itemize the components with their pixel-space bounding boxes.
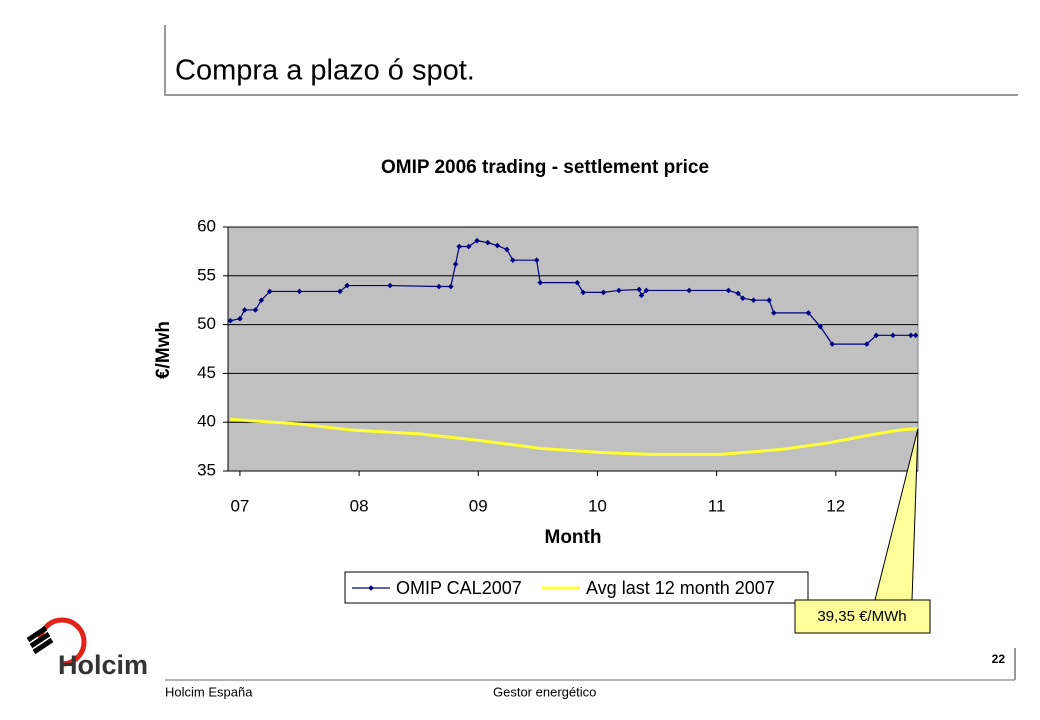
data-point — [873, 332, 880, 339]
data-point — [494, 242, 501, 249]
data-point — [237, 315, 243, 322]
data-point — [266, 288, 273, 295]
data-point — [337, 288, 343, 295]
data-point — [912, 332, 919, 339]
data-point — [735, 290, 741, 297]
y-tick-label: 55 — [197, 265, 216, 284]
data-point — [484, 239, 491, 246]
x-tick-label: 09 — [469, 496, 488, 515]
data-point — [890, 332, 896, 339]
data-point — [227, 317, 234, 324]
page-number: 22 — [992, 652, 1006, 666]
data-point — [643, 287, 650, 294]
data-point — [452, 261, 459, 267]
data-point — [638, 292, 645, 299]
legend-label: Avg last 12 month 2007 — [586, 578, 775, 598]
data-point — [510, 257, 516, 263]
x-axis-title: Month — [545, 527, 602, 548]
chart-title: OMIP 2006 trading - settlement price — [381, 157, 709, 178]
y-tick-label: 60 — [197, 216, 216, 235]
data-point — [533, 257, 540, 263]
logo: Holcim — [26, 617, 148, 680]
data-point — [456, 243, 462, 250]
data-point — [600, 289, 607, 296]
data-point — [686, 287, 692, 294]
data-point — [241, 307, 248, 313]
data-point — [725, 287, 732, 294]
data-point — [766, 297, 772, 303]
data-point — [580, 289, 586, 296]
data-point — [636, 286, 642, 293]
data-point — [465, 243, 472, 250]
callout-box — [794, 599, 931, 634]
series-line — [230, 417, 919, 456]
legend-marker — [368, 585, 374, 591]
logo-text: Holcim — [58, 650, 148, 680]
legend-label: OMIP CAL2007 — [396, 578, 522, 598]
data-point — [258, 297, 265, 303]
y-tick-label: 50 — [197, 314, 216, 333]
data-point — [863, 341, 870, 347]
data-point — [436, 283, 442, 290]
legend — [344, 571, 809, 604]
data-point — [750, 297, 757, 303]
x-tick-label: 08 — [350, 496, 369, 515]
data-point — [448, 283, 454, 290]
x-tick-label: 11 — [708, 496, 726, 515]
x-tick-label: 10 — [588, 496, 607, 515]
data-point — [474, 237, 480, 244]
footer-left: Holcim España — [165, 684, 253, 699]
data-point — [252, 307, 259, 313]
data-point — [740, 295, 746, 302]
data-point — [616, 287, 622, 294]
data-point — [771, 310, 777, 316]
callout-label: 39,35 €/MWh — [817, 608, 906, 625]
data-point — [829, 341, 835, 347]
data-point — [387, 282, 393, 289]
slide-title: Compra a plazo ó spot. — [175, 55, 475, 87]
x-tick-label: 12 — [826, 496, 845, 515]
footer-center: Gestor energético — [493, 684, 596, 699]
logo-h — [26, 625, 54, 655]
data-point — [344, 282, 350, 289]
x-tick-label: 07 — [230, 496, 249, 515]
data-point — [537, 279, 544, 286]
data-point — [574, 279, 580, 286]
y-tick-label: 45 — [197, 363, 216, 382]
y-tick-label: 35 — [197, 460, 216, 479]
data-point — [817, 323, 824, 330]
plot-area — [227, 226, 919, 472]
data-point — [296, 288, 303, 295]
data-point — [504, 246, 510, 253]
y-tick-label: 40 — [197, 412, 216, 431]
data-point — [908, 332, 914, 339]
y-axis-title: €/Mwh — [153, 321, 174, 379]
data-point — [805, 310, 812, 316]
